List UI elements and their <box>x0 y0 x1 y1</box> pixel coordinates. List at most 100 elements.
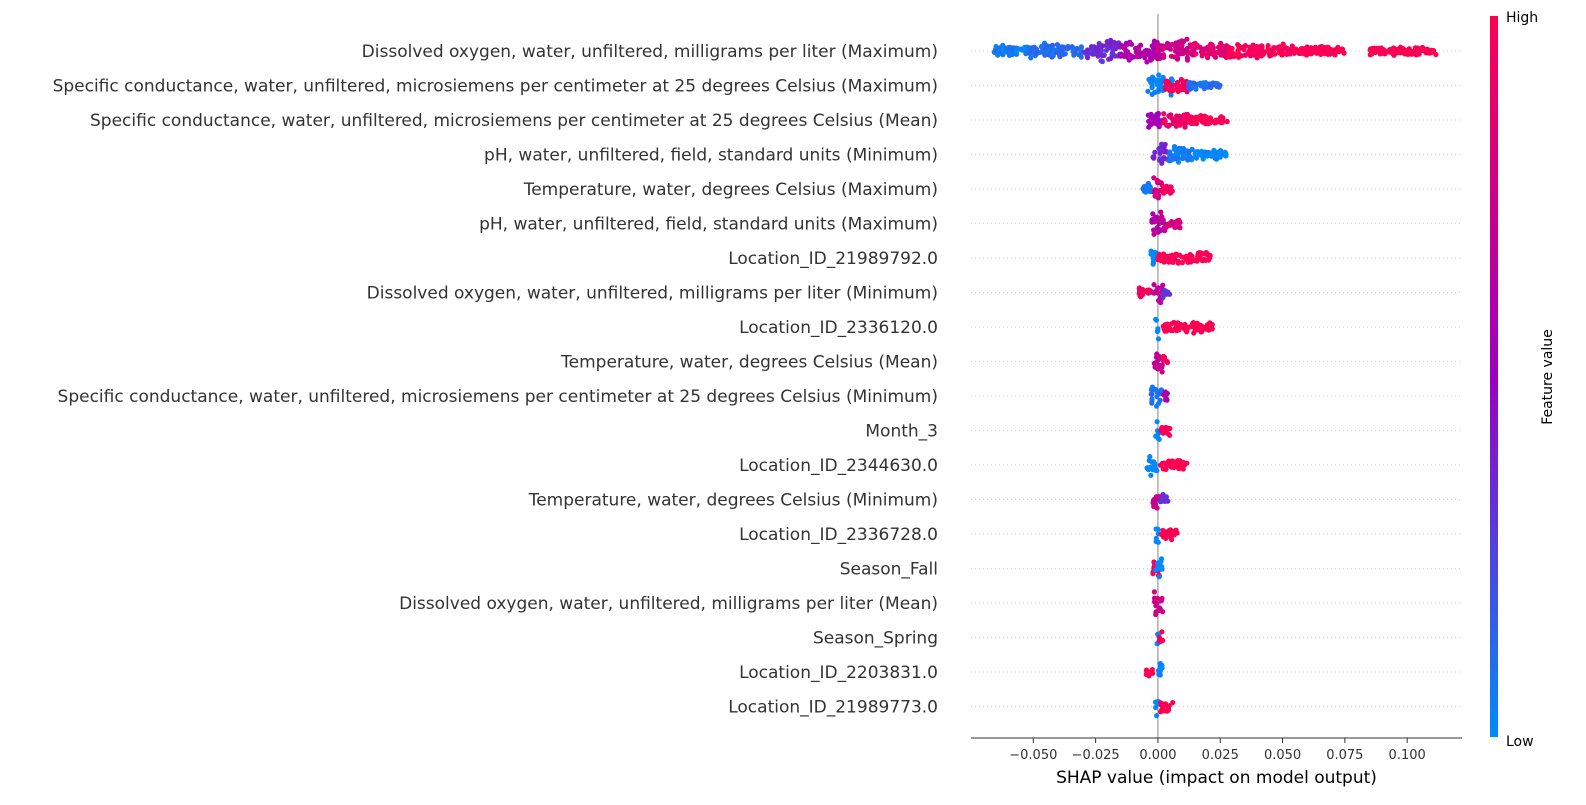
shap-point <box>1161 144 1167 150</box>
shap-point <box>1179 260 1185 266</box>
shap-point <box>1148 472 1154 478</box>
shap-point <box>1163 425 1169 431</box>
x-tick-label: 0.000 <box>1139 748 1176 763</box>
shap-point <box>1151 227 1157 233</box>
shap-point <box>1093 46 1099 52</box>
shap-point <box>1169 188 1175 194</box>
shap-point <box>1043 43 1049 49</box>
shap-point <box>1156 574 1162 580</box>
shap-point <box>1154 505 1160 511</box>
shap-point <box>1198 324 1204 331</box>
shap-point <box>1150 154 1156 160</box>
colorbar-title: Feature value <box>1540 329 1556 425</box>
shap-point <box>1103 47 1109 53</box>
shap-point <box>1309 46 1315 53</box>
shap-point <box>1154 713 1160 719</box>
shap-point <box>1153 535 1159 541</box>
shap-point <box>1182 255 1188 261</box>
shap-point <box>1179 42 1185 49</box>
shap-point <box>1142 48 1148 54</box>
shap-point <box>1188 51 1195 57</box>
shap-point <box>1163 498 1169 504</box>
shap-point <box>1155 336 1162 342</box>
shap-point <box>1149 219 1155 225</box>
x-axis-ticks: −0.050 −0.025 0.000 0.025 0.050 0.075 0.100 <box>1009 738 1426 763</box>
shap-point <box>1190 257 1196 263</box>
shap-point <box>1164 322 1170 328</box>
shap-point <box>1039 43 1045 49</box>
shap-point <box>1174 85 1180 91</box>
x-tick-label: 0.100 <box>1389 748 1426 763</box>
shap-point <box>1293 47 1299 54</box>
shap-point <box>1269 50 1276 57</box>
row-guide-lines <box>971 50 1462 707</box>
shap-point <box>1214 119 1220 125</box>
shap-point <box>1227 54 1233 60</box>
feature-label: Location_ID_21989773.0 <box>728 698 938 718</box>
shap-point <box>1149 400 1155 406</box>
shap-point <box>1144 465 1150 471</box>
shap-point <box>1161 155 1167 161</box>
shap-point <box>1167 114 1173 120</box>
shap-point <box>1139 51 1145 57</box>
shap-point <box>1159 369 1165 375</box>
shap-point <box>1198 329 1204 335</box>
shap-point <box>1161 190 1167 196</box>
shap-point <box>1159 364 1165 370</box>
shap-point <box>995 52 1001 58</box>
shap-point <box>1186 86 1192 92</box>
x-tick-label: 0.050 <box>1264 748 1301 763</box>
shap-point <box>1184 55 1190 61</box>
shap-point <box>1161 116 1167 123</box>
x-tick-label: −0.025 <box>1072 748 1120 763</box>
shap-point <box>1152 149 1158 155</box>
shap-point <box>1332 52 1338 58</box>
shap-point <box>1151 589 1157 595</box>
colorbar-low-label: Low <box>1506 734 1534 750</box>
shap-point <box>1029 45 1035 51</box>
beeswarm-points <box>991 36 1439 719</box>
feature-label: Season_Spring <box>813 629 938 649</box>
shap-point <box>1147 454 1153 460</box>
shap-point <box>1207 253 1213 259</box>
shap-point <box>1204 45 1210 52</box>
shap-point <box>1215 50 1221 56</box>
shap-point <box>1162 148 1168 154</box>
feature-label: Specific conductance, water, unfiltered,… <box>58 387 938 407</box>
shap-point <box>1104 39 1110 45</box>
shap-point <box>1248 51 1254 57</box>
shap-point <box>1136 48 1142 54</box>
shap-point <box>1159 629 1165 635</box>
shap-point <box>1054 42 1060 48</box>
shap-point <box>1155 328 1161 334</box>
shap-point <box>1097 44 1103 51</box>
shap-point <box>1150 670 1156 676</box>
shap-point <box>1147 79 1154 85</box>
feature-value-colorbar: High Low Feature value <box>1490 10 1556 750</box>
shap-point <box>1155 526 1161 532</box>
shap-point <box>1235 50 1241 56</box>
shap-point <box>1182 124 1188 130</box>
shap-point <box>1339 46 1345 52</box>
feature-label: Dissolved oxygen, water, unfiltered, mil… <box>362 42 938 62</box>
shap-point <box>1164 397 1170 403</box>
shap-point <box>1265 46 1271 52</box>
shap-point <box>1259 44 1265 50</box>
shap-point <box>1225 44 1232 50</box>
shap-point <box>1176 322 1182 328</box>
shap-point <box>1166 82 1172 88</box>
shap-point <box>1156 638 1162 644</box>
shap-point <box>1211 152 1217 158</box>
shap-point <box>1325 44 1331 51</box>
shap-point <box>1194 42 1200 48</box>
shap-point <box>1217 115 1223 121</box>
shap-point <box>1139 291 1146 297</box>
shap-point <box>1152 249 1158 255</box>
shap-point <box>1400 46 1406 52</box>
shap-point <box>1155 195 1161 201</box>
shap-point <box>1153 567 1159 573</box>
shap-point <box>997 45 1003 52</box>
feature-label: Location_ID_2336728.0 <box>739 525 938 545</box>
shap-point <box>1085 50 1091 57</box>
shap-point <box>1154 180 1161 186</box>
